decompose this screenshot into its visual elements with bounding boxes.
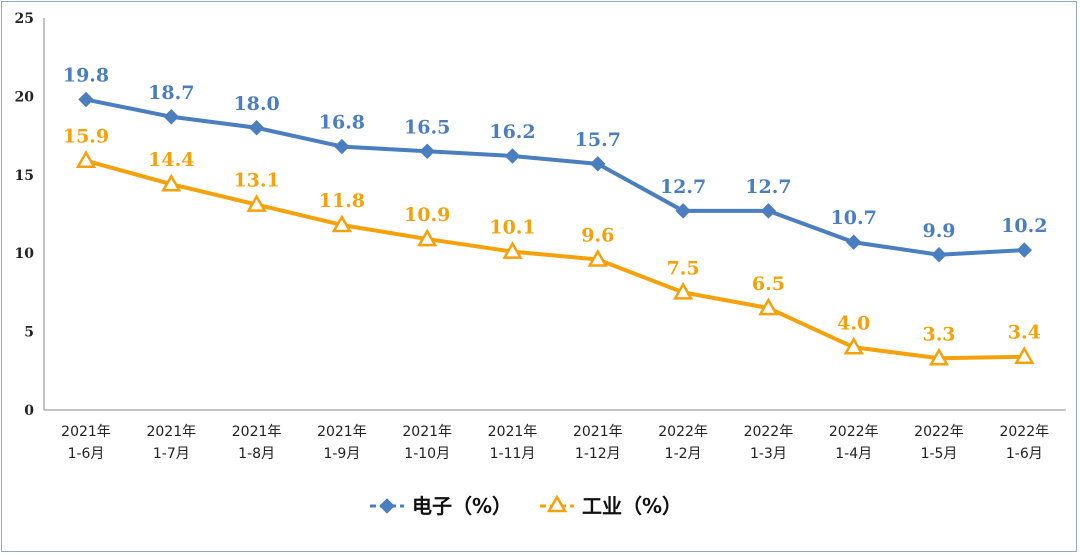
data-point-diamond: [248, 120, 265, 136]
data-point-triangle: [758, 297, 779, 316]
data-point-diamond: [590, 156, 606, 172]
data-point-diamond: [1016, 242, 1033, 258]
data-label: 16.8: [319, 112, 365, 134]
data-label: 6.5: [752, 273, 785, 295]
data-label: 12.7: [660, 176, 706, 198]
data-point-triangle: [843, 336, 864, 355]
y-tick-label: 20: [15, 89, 35, 105]
data-point-triangle: [75, 150, 97, 168]
data-label: 10.1: [489, 217, 535, 239]
legend-marker-triangle: [546, 494, 568, 513]
data-label: 19.8: [63, 65, 109, 87]
x-tick-label: 2021年 1-7月: [146, 424, 196, 462]
data-label: 10.2: [1001, 215, 1047, 237]
data-label: 16.2: [489, 121, 535, 143]
data-point-diamond: [504, 148, 521, 164]
data-label: 12.7: [745, 176, 791, 198]
series-line-1: [85, 97, 1025, 257]
data-point-diamond: [675, 203, 691, 219]
x-tick-label: 2022年 1-3月: [744, 424, 794, 462]
x-tick-label: 2022年 1-2月: [658, 424, 708, 462]
data-point-triangle: [928, 347, 950, 366]
x-tick-label: 2021年 1-6月: [61, 424, 111, 462]
series-line-2: [85, 158, 1025, 361]
legend-label: 电子（%）: [412, 494, 512, 518]
data-label: 15.9: [63, 126, 109, 148]
data-label: 18.7: [148, 82, 194, 104]
x-tick-label: 2021年 1-10月: [402, 424, 452, 462]
y-tick-label: 10: [15, 246, 35, 262]
data-point-triangle: [672, 281, 694, 300]
data-label: 9.6: [581, 224, 614, 246]
data-point-diamond: [845, 234, 862, 250]
y-tick-label: 0: [24, 403, 34, 419]
data-point-triangle: [502, 241, 523, 259]
data-label: 16.5: [404, 116, 450, 138]
x-tick-label: 2021年 1-12月: [573, 424, 623, 462]
x-tick-label: 2021年 1-8月: [232, 424, 282, 462]
data-point-diamond: [78, 91, 94, 108]
data-label: 11.8: [319, 190, 365, 212]
y-tick-label: 15: [15, 168, 34, 184]
data-label: 14.4: [148, 149, 194, 171]
data-label: 4.0: [837, 312, 870, 334]
data-point-diamond: [931, 247, 947, 263]
x-tick-label: 2021年 1-11月: [488, 424, 538, 462]
data-point-triangle: [1014, 346, 1035, 364]
data-label: 9.9: [922, 220, 955, 242]
y-tick-label: 25: [15, 11, 34, 27]
data-label: 7.5: [667, 257, 700, 279]
data-point-triangle: [161, 173, 182, 192]
data-label: 15.7: [575, 129, 621, 151]
data-point-triangle: [587, 248, 608, 267]
data-point-diamond: [760, 203, 777, 219]
data-point-diamond: [163, 109, 180, 125]
x-tick-label: 2021年 1-9月: [317, 424, 367, 462]
y-tick-label: 5: [24, 325, 34, 341]
data-label: 13.1: [233, 170, 279, 192]
data-point-triangle: [331, 214, 353, 233]
x-tick-label: 2022年 1-4月: [829, 424, 879, 462]
data-point-triangle: [246, 194, 267, 212]
data-point-diamond: [334, 138, 350, 155]
data-label: 10.7: [831, 207, 877, 229]
data-point-triangle: [417, 228, 438, 247]
legend-marker-diamond: [379, 498, 395, 514]
x-tick-label: 2022年 1-6月: [999, 424, 1049, 462]
x-tick-label: 2022年 1-5月: [914, 424, 964, 462]
data-label: 10.9: [404, 204, 450, 226]
legend-label: 工业（%）: [582, 494, 682, 518]
data-label: 3.3: [922, 323, 955, 345]
data-label: 18.0: [233, 93, 279, 115]
data-label: 3.4: [1008, 322, 1041, 344]
data-point-diamond: [419, 143, 435, 159]
